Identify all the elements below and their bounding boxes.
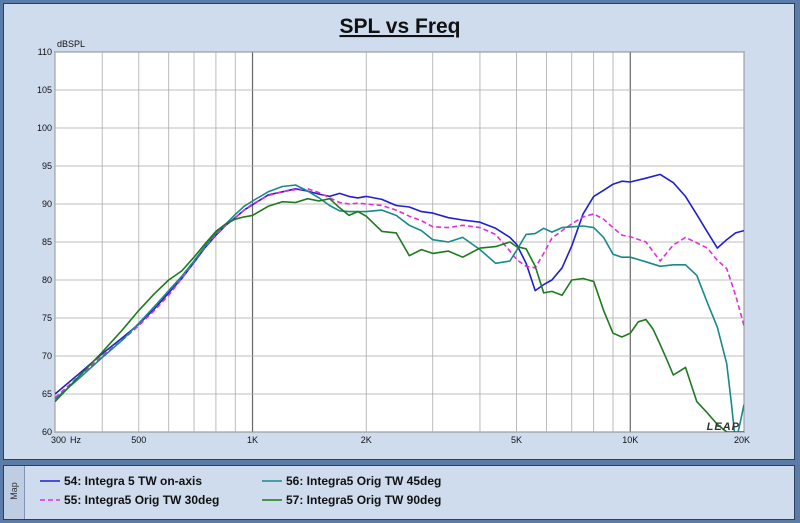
leap-watermark: LEAP	[707, 421, 740, 433]
legend-entry: 56: Integra5 Orig TW 45deg	[286, 474, 441, 488]
y-tick-label: 95	[42, 161, 52, 171]
legend-entry: 54: Integra 5 TW on-axis	[64, 474, 202, 488]
grid-lines	[54, 51, 745, 433]
x-tick-label: 5K	[511, 435, 522, 445]
x-tick-label: 20K	[734, 435, 750, 445]
y-tick-label: 60	[42, 427, 52, 437]
y-tick-label: 80	[42, 275, 52, 285]
series-layer	[55, 173, 744, 432]
x-tick-label: 1K	[247, 435, 258, 445]
map-tab[interactable]: Map	[4, 466, 25, 519]
x-tick-label: 10K	[622, 435, 638, 445]
y-tick-label: 105	[37, 85, 52, 95]
legend-entry: 55: Integra5 Orig TW 30deg	[64, 493, 219, 507]
y-tick-label: 75	[42, 313, 52, 323]
x-tick-label: 300	[51, 435, 66, 445]
x-tick-label: 500	[131, 435, 146, 445]
series-line-4	[55, 197, 744, 432]
y-tick-label: 85	[42, 237, 52, 247]
y-tick-label: 100	[37, 123, 52, 133]
series-line-2	[55, 188, 744, 399]
y-tick-label: 110	[38, 47, 52, 57]
legend: 54: Integra 5 TW on-axis 55: Integra5 Ori…	[40, 474, 441, 507]
legend-entry: 57: Integra5 Orig TW 90deg	[286, 493, 441, 507]
series-line-3	[55, 184, 744, 432]
axis-labels: 60 65 70 75 80 85 90 95 100 105 110 300 500 1K 2K 5K 10K…	[37, 47, 750, 445]
x-tick-label: 2K	[361, 435, 372, 445]
y-tick-label: 70	[42, 351, 52, 361]
y-tick-label: 90	[42, 199, 52, 209]
chart-title: SPL vs Freq	[340, 15, 461, 38]
y-tick-label: 65	[42, 389, 52, 399]
y-axis-label: dBSPL	[57, 39, 85, 49]
series-line-1	[55, 173, 744, 395]
x-axis-unit-label: Hz	[70, 435, 81, 445]
legend-panel	[3, 465, 795, 520]
